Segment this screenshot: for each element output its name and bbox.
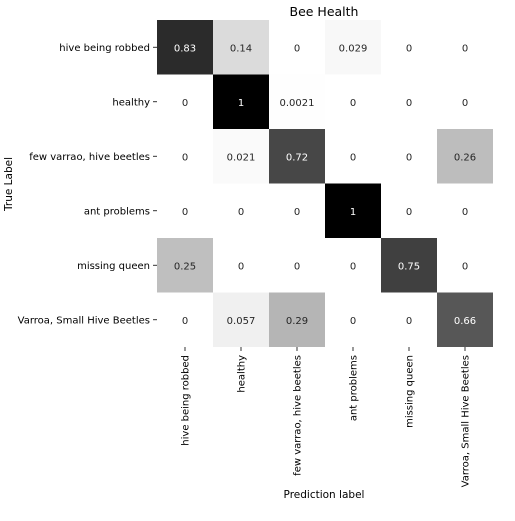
cell-value-label: 0	[294, 207, 300, 218]
heatmap-cell	[437, 292, 493, 347]
x-tick-label: missing queen	[405, 355, 416, 428]
heatmap-cell	[381, 129, 437, 184]
heatmap-cell	[157, 74, 213, 129]
heatmap-cell	[157, 292, 213, 347]
heatmap-cell	[213, 74, 269, 129]
heatmap-cell	[213, 238, 269, 293]
cell-value-label: 0.66	[454, 316, 476, 327]
cell-value-label: 0.72	[286, 152, 308, 163]
heatmap-cell	[437, 20, 493, 75]
cell-value-label: 0.25	[174, 261, 196, 272]
cell-value-label: 0	[462, 261, 468, 272]
x-tick-label: ant problems	[349, 355, 360, 421]
heatmap-cell	[437, 74, 493, 129]
heatmap-cell	[325, 238, 381, 293]
cell-value-label: 0.057	[227, 316, 256, 327]
cell-value-label: 0	[182, 207, 188, 218]
heatmap-cell	[437, 183, 493, 238]
cell-value-label: 0	[406, 316, 412, 327]
cell-value-label: 0	[238, 261, 244, 272]
x-tick-label: Varroa, Small Hive Beetles	[461, 355, 472, 487]
cell-value-label: 1	[350, 207, 356, 218]
heatmap-cell	[381, 183, 437, 238]
cell-value-label: 0	[406, 98, 412, 109]
cell-value-label: 0	[406, 207, 412, 218]
cell-value-label: 0	[350, 152, 356, 163]
heatmap-cell	[269, 292, 325, 347]
x-tick-label: hive being robbed	[181, 355, 192, 446]
heatmap-cell	[381, 74, 437, 129]
heatmap-cell	[213, 292, 269, 347]
heatmap-cell	[157, 238, 213, 293]
heatmap-cell	[269, 238, 325, 293]
x-tick-labels: hive being robbed healthy few varrao, hive…	[181, 347, 472, 487]
cell-value-label: 0	[294, 43, 300, 54]
heatmap-cell	[437, 129, 493, 184]
cell-value-label: 0	[294, 261, 300, 272]
cell-value-label: 0.14	[230, 43, 252, 54]
heatmap-cell	[325, 20, 381, 75]
cell-value-label: 0	[462, 43, 468, 54]
y-tick-label: missing queen	[77, 261, 150, 272]
heatmap-cell	[213, 129, 269, 184]
heatmap-cell	[213, 183, 269, 238]
heatmap-cell	[325, 183, 381, 238]
x-tick-label: healthy	[237, 355, 248, 393]
heatmap-cell	[213, 20, 269, 75]
cell-value-label: 0	[350, 261, 356, 272]
heatmap-cell	[269, 74, 325, 129]
cell-value-label: 0.83	[174, 43, 196, 54]
cell-value-label: 1	[238, 98, 244, 109]
heatmap-cell	[325, 292, 381, 347]
heatmap-cell	[269, 129, 325, 184]
heatmap-cell	[381, 238, 437, 293]
y-tick-labels: hive being robbed healthy few varrao, hive…	[18, 43, 157, 326]
cell-value-label: 0.021	[227, 152, 256, 163]
cell-value-label: 0	[406, 152, 412, 163]
cell-value-label: 0	[350, 98, 356, 109]
cell-value-label: 0	[182, 152, 188, 163]
cell-value-label: 0.0021	[280, 98, 315, 109]
cell-value-label: 0	[238, 207, 244, 218]
y-axis-label: True Label	[3, 157, 15, 212]
heatmap-cell	[269, 183, 325, 238]
heatmap-cell	[325, 74, 381, 129]
cell-value-label: 0	[462, 207, 468, 218]
y-tick-label: ant problems	[84, 206, 150, 217]
heatmap-cell	[269, 20, 325, 75]
cell-value-label: 0	[182, 316, 188, 327]
cell-value-label: 0.26	[454, 152, 476, 163]
cell-value-label: 0	[350, 316, 356, 327]
cell-value-label: 0	[462, 98, 468, 109]
x-axis-label: Prediction label	[284, 489, 365, 501]
y-tick-label: Varroa, Small Hive Beetles	[18, 315, 150, 326]
cell-value-label: 0.029	[339, 43, 368, 54]
cell-value-label: 0	[182, 98, 188, 109]
cell-value-label: 0.29	[286, 316, 308, 327]
cell-value-label: 0	[406, 43, 412, 54]
cell-value-label: 0.75	[398, 261, 420, 272]
y-tick-label: hive being robbed	[59, 43, 150, 54]
heatmap-cell	[325, 129, 381, 184]
heatmap-cell	[157, 129, 213, 184]
heatmap-cell	[437, 238, 493, 293]
x-tick-label: few varrao, hive beetles	[293, 355, 304, 476]
y-tick-label: few varrao, hive beetles	[29, 152, 150, 163]
chart-title: Bee Health	[290, 4, 359, 19]
heatmap-cell	[157, 20, 213, 75]
y-tick-label: healthy	[112, 97, 150, 108]
heatmap-cell	[381, 20, 437, 75]
heatmap-cells: 0.83 0.14 0 0.029 0 0 0 1 0.0021 0 0 0 0 0.021 0.72 0 0 0…	[157, 20, 493, 347]
heatmap-cell	[157, 183, 213, 238]
heatmap-cell	[381, 292, 437, 347]
